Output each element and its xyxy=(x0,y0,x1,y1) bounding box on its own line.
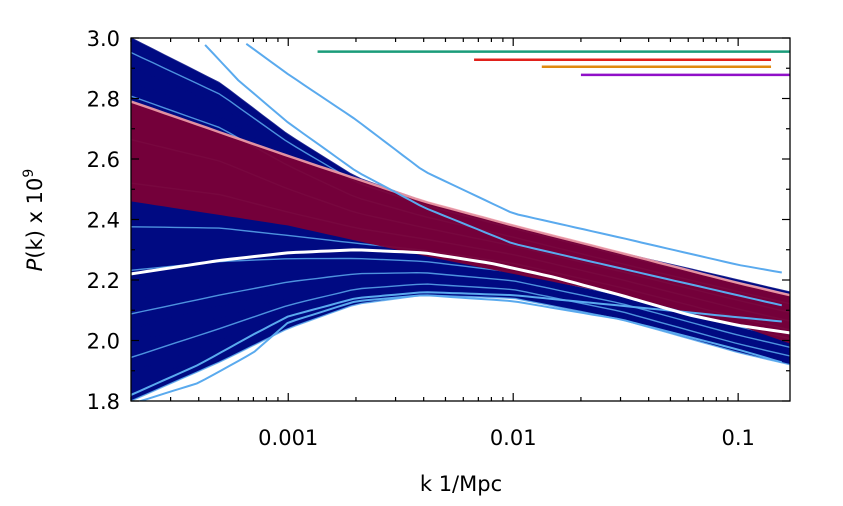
central-curve-layer xyxy=(131,248,790,335)
y-axis-label-text: (k) x 10 xyxy=(23,178,47,259)
ensemble-curve xyxy=(131,271,790,348)
plot-area xyxy=(131,38,790,401)
x-tick-label: 0.1 xyxy=(721,426,754,450)
y-tick-label: 1.8 xyxy=(87,390,120,414)
ensemble-curve xyxy=(131,275,790,351)
plot-frame xyxy=(130,37,791,402)
y-axis-label-symbol: P xyxy=(23,258,47,271)
bin-range-lines xyxy=(317,50,790,77)
ensemble-curve xyxy=(131,287,790,373)
y-tick-label: 2.8 xyxy=(87,88,120,112)
y-axis-label-exponent: 9 xyxy=(21,169,37,178)
y-axis-label: P(k) x 109 xyxy=(21,169,47,272)
y-tick-label: 2.0 xyxy=(87,330,120,354)
ensemble-curve xyxy=(131,294,790,401)
x-axis-ticks: 0.001 0.01 0.1 xyxy=(130,38,755,450)
ensemble-curve xyxy=(131,283,790,359)
ensemble-curve xyxy=(131,279,790,354)
x-axis-label: k 1/Mpc xyxy=(420,472,502,496)
y-tick-label: 3.0 xyxy=(87,27,120,51)
outlier-curve xyxy=(204,44,783,307)
outlier-curve xyxy=(245,42,782,274)
y-tick-label: 2.4 xyxy=(87,209,120,233)
outlier-curve xyxy=(137,294,783,401)
central-white-curve xyxy=(131,248,790,335)
x-tick-label: 0.01 xyxy=(490,426,537,450)
y-tick-label: 2.6 xyxy=(87,148,120,172)
y-tick-label: 2.2 xyxy=(87,269,120,293)
y-axis-ticks: 1.8 2.0 2.2 2.4 2.6 2.8 3.0 xyxy=(87,27,790,414)
ensemble-curve xyxy=(131,267,790,346)
x-tick-label: 0.001 xyxy=(258,426,318,450)
red-band-upper-edge xyxy=(131,100,790,297)
